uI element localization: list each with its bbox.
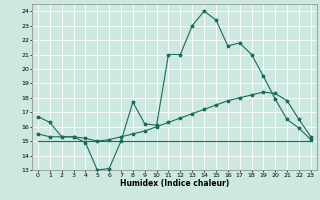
X-axis label: Humidex (Indice chaleur): Humidex (Indice chaleur)	[120, 179, 229, 188]
